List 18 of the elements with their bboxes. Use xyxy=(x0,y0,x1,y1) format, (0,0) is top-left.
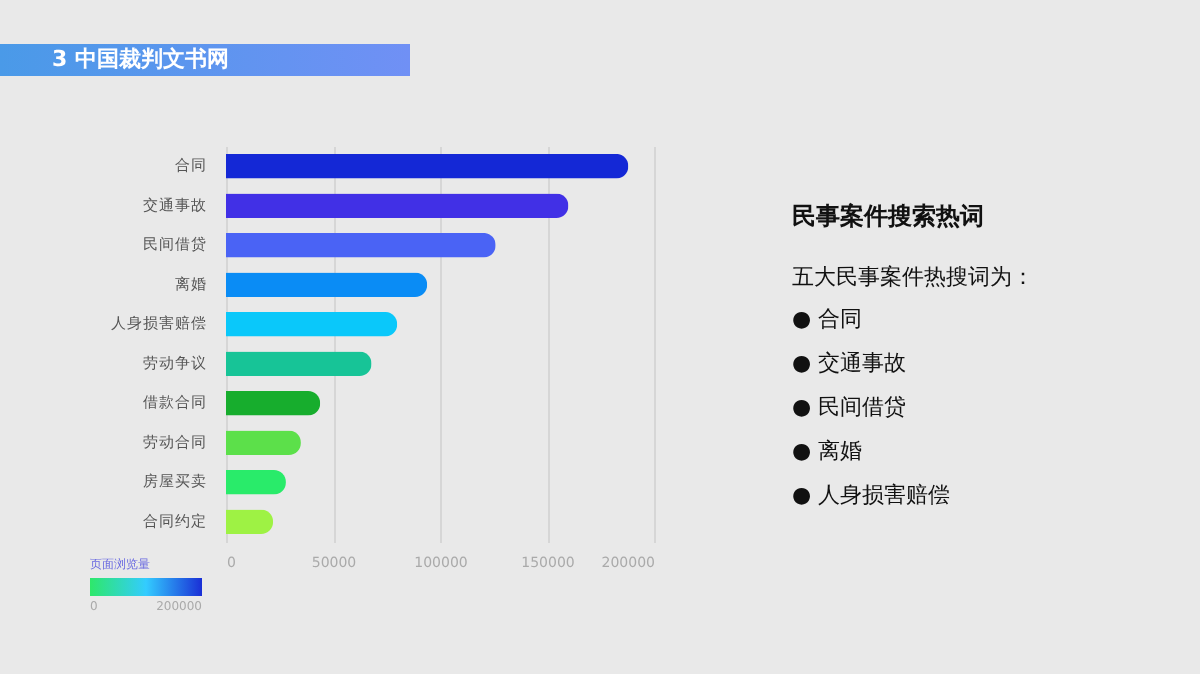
text: 民事案件搜索热词 xyxy=(792,200,986,234)
text: ● 民间借贷 xyxy=(792,392,909,422)
bar xyxy=(226,311,398,337)
bar xyxy=(226,509,274,535)
bar xyxy=(226,391,321,416)
text: 五大民事案件热搜词为： xyxy=(792,262,1034,292)
bar xyxy=(226,272,428,297)
text: ● 人身损害赔偿 xyxy=(792,480,953,510)
bar xyxy=(226,470,286,495)
chart-title: 3 中国裁判文书网 xyxy=(0,44,410,76)
text: ● 交通事故 xyxy=(792,348,909,378)
text: ● 合同 xyxy=(792,304,865,334)
bar xyxy=(226,232,496,258)
bar xyxy=(226,430,301,456)
text: ● 离婚 xyxy=(792,436,865,466)
bar xyxy=(226,193,569,218)
bar xyxy=(226,153,629,179)
bar xyxy=(226,351,372,377)
